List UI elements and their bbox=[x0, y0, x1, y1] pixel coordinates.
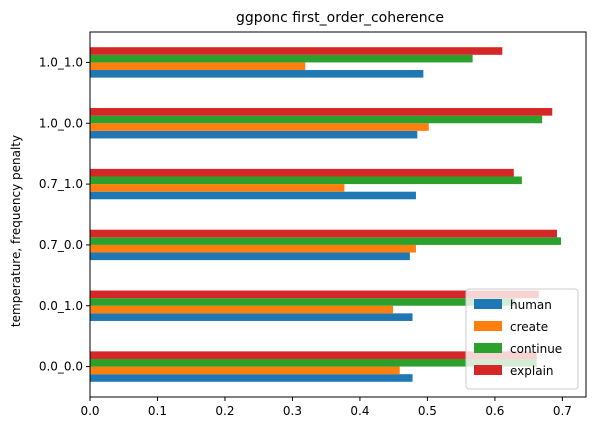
legend-swatch-continue bbox=[474, 343, 502, 353]
bar-create-0-7_1-0 bbox=[90, 184, 344, 192]
bar-explain-0-7_0-0 bbox=[90, 230, 557, 238]
y-tick-label: 1.0_1.0 bbox=[39, 55, 83, 69]
bar-create-0-0_0-0 bbox=[90, 367, 400, 375]
x-tick-label: 0.5 bbox=[418, 404, 437, 418]
bar-continue-1-0_0-0 bbox=[90, 116, 542, 124]
legend-swatch-create bbox=[474, 321, 502, 331]
bar-create-1-0_1-0 bbox=[90, 62, 305, 70]
legend-label-continue: continue bbox=[510, 342, 562, 356]
x-tick-label: 0.1 bbox=[148, 404, 167, 418]
x-tick-label: 0.4 bbox=[350, 404, 369, 418]
x-tick-label: 0.3 bbox=[283, 404, 302, 418]
y-axis: 0.0_0.0 0.0_1.0 0.7_0.0 0.7_1.0 1.0_0.0 1.0_1… bbox=[39, 55, 90, 373]
x-tick-label: 0.2 bbox=[215, 404, 234, 418]
legend-swatch-human bbox=[474, 299, 502, 309]
legend-label-create: create bbox=[510, 320, 548, 334]
x-axis: 0.0 0.1 0.2 0.3 0.4 0.5 0.6 0.7 bbox=[80, 397, 571, 418]
chart-title: ggponc first_order_coherence bbox=[236, 10, 444, 26]
y-tick-label: 1.0_0.0 bbox=[39, 116, 83, 130]
legend-label-explain: explain bbox=[510, 364, 554, 378]
y-axis-label: temperature, frequency penalty bbox=[9, 135, 23, 327]
x-tick-label: 0.6 bbox=[485, 404, 504, 418]
bar-create-0-7_0-0 bbox=[90, 245, 416, 253]
x-tick-label: 0.0 bbox=[80, 404, 99, 418]
bar-explain-1-0_1-0 bbox=[90, 47, 502, 55]
bar-human-0-7_0-0 bbox=[90, 253, 410, 261]
legend-label-human: human bbox=[510, 298, 552, 312]
x-tick-label: 0.7 bbox=[553, 404, 572, 418]
bar-human-0-0_1-0 bbox=[90, 313, 413, 321]
bar-continue-0-7_1-0 bbox=[90, 176, 522, 184]
bar-human-1-0_1-0 bbox=[90, 70, 423, 78]
bar-create-0-0_1-0 bbox=[90, 306, 393, 314]
legend-swatch-explain bbox=[474, 365, 502, 375]
bar-explain-0-7_1-0 bbox=[90, 169, 514, 177]
bar-explain-1-0_0-0 bbox=[90, 108, 552, 116]
bar-human-0-0_0-0 bbox=[90, 374, 413, 382]
bar-continue-0-7_0-0 bbox=[90, 237, 561, 245]
y-tick-label: 0.0_0.0 bbox=[39, 360, 83, 374]
y-tick-label: 0.7_0.0 bbox=[39, 238, 83, 252]
y-tick-label: 0.7_1.0 bbox=[39, 177, 83, 191]
bar-human-1-0_0-0 bbox=[90, 131, 417, 139]
legend: human create continue explain bbox=[466, 289, 578, 389]
y-tick-label: 0.0_1.0 bbox=[39, 299, 83, 313]
bar-human-0-7_1-0 bbox=[90, 192, 416, 200]
bar-continue-0-0_1-0 bbox=[90, 298, 515, 306]
bar-continue-1-0_1-0 bbox=[90, 55, 473, 63]
bar-create-1-0_0-0 bbox=[90, 123, 429, 131]
